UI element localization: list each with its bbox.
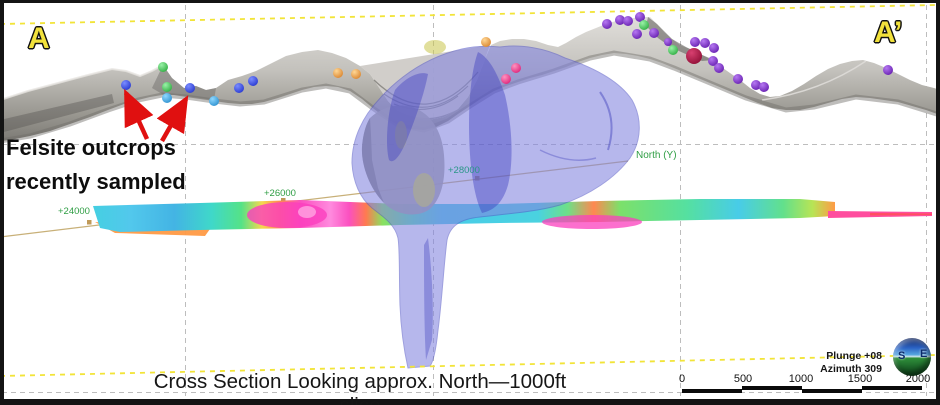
sample-point-purple (632, 29, 642, 39)
scale-label-500: 500 (733, 373, 753, 385)
sample-point-purple (602, 19, 612, 29)
globe-south-letter: S (898, 350, 906, 362)
annotation-line-2: recently sampled (6, 169, 186, 194)
sample-point-orange (333, 68, 343, 78)
sample-point-green (158, 62, 168, 72)
sample-point-purple (751, 80, 761, 90)
sample-point-orange (351, 69, 361, 79)
sample-point-blue (234, 83, 244, 93)
sample-points-layer (121, 12, 893, 106)
scale-label-0: 0 (678, 373, 686, 385)
plunge-value: Plunge +08 (826, 350, 882, 362)
annotation-line-1: Felsite outcrops (6, 135, 176, 160)
sample-point-blue (121, 80, 131, 90)
azimuth-value: Azimuth 309 (820, 362, 882, 375)
felsite-annotation: Felsite outcrops recently sampled (6, 131, 186, 199)
scale-label-1500: 1500 (847, 373, 873, 385)
sample-point-pink (511, 63, 521, 73)
red-arrow (123, 88, 154, 140)
sample-point-cyan (162, 93, 172, 103)
scale-label-1000: 1000 (788, 373, 814, 385)
scale-label-2000: 2000 (905, 373, 931, 385)
sample-point-green (639, 20, 649, 30)
sample-point-green (162, 82, 172, 92)
axis-tick-28000: +28000 (448, 165, 480, 176)
axis-tick-26000: +26000 (264, 188, 296, 199)
axis-name-label: North (Y) (636, 150, 677, 161)
sample-point-purple (635, 12, 645, 22)
sample-point-cyan (209, 96, 219, 106)
sample-point-pink (501, 74, 511, 84)
sample-point-purple (883, 65, 893, 75)
slice-boundary-lines (0, 4, 937, 377)
sample-point-purple (700, 38, 710, 48)
felsite-body (351, 45, 640, 369)
sample-point-purple (759, 82, 769, 92)
heatmap-slice (93, 199, 932, 236)
sample-point-blue (185, 83, 195, 93)
scale-bar (682, 386, 922, 393)
section-label-a-prime: A’ (874, 16, 903, 49)
sample-point-purple (708, 56, 718, 66)
section-label-a: A (28, 22, 50, 55)
sample-point-purple (709, 43, 719, 53)
sample-point-purple (615, 15, 625, 25)
figure-caption: Cross Section Looking approx. North—1000… (153, 370, 567, 405)
sample-point-purple (690, 37, 700, 47)
sample-point-purple (714, 63, 724, 73)
yellow-pod (424, 40, 446, 54)
sample-point-crimson (686, 48, 702, 64)
sample-point-purple (623, 16, 633, 26)
sample-point-purple (733, 74, 743, 84)
sample-point-green (668, 45, 678, 55)
axis-tick-24000: +24000 (58, 206, 90, 217)
sample-point-purple (649, 28, 659, 38)
view-orientation-info: Plunge +08 Azimuth 309 (770, 350, 882, 375)
sample-point-purple (664, 38, 672, 46)
sample-point-blue (248, 76, 258, 86)
red-arrow (156, 95, 189, 143)
orientation-globe-icon[interactable]: S E (893, 338, 931, 376)
globe-east-letter: E (920, 348, 928, 360)
sample-point-orange (481, 37, 491, 47)
annotation-arrows (123, 88, 189, 143)
